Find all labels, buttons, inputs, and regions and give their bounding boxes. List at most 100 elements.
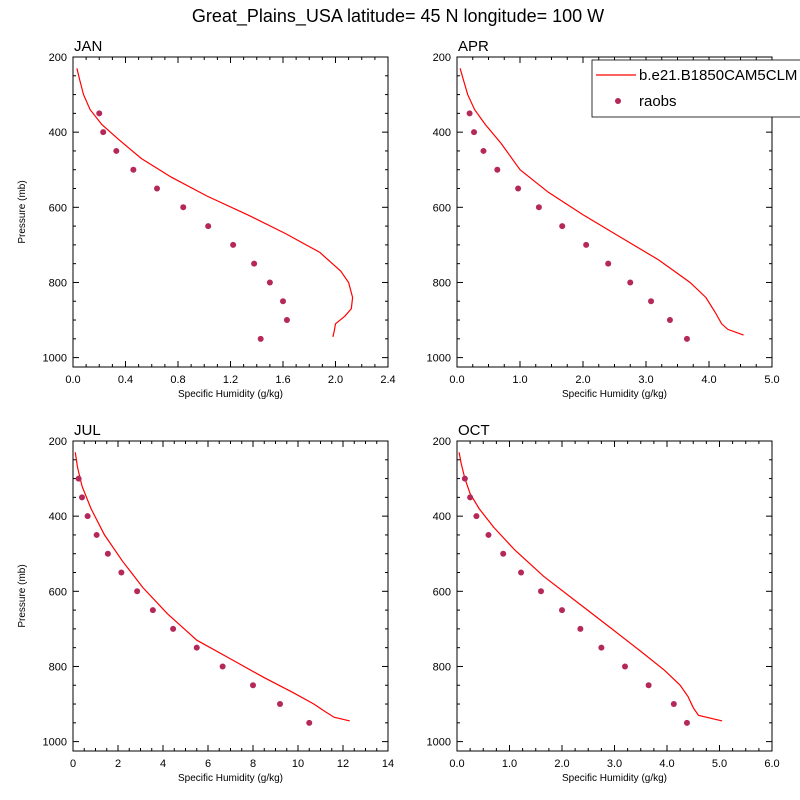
plot-frame (72, 440, 389, 752)
y-axis-title: Pressure (mb) (17, 180, 28, 243)
obs-point (485, 531, 492, 538)
panel-jan: JAN 0.0 0.4 0.8 1.2 1.6 2.0 2.4 200 400 600 800 1000… (17, 38, 396, 400)
x-tick-label: 4 (160, 758, 166, 770)
obs-point (535, 204, 542, 211)
y-tick-label: 1000 (427, 737, 451, 749)
obs-point (257, 335, 264, 342)
x-tick-label: 12 (337, 758, 349, 770)
y-tick-label: 400 (433, 127, 451, 139)
obs-point (461, 475, 468, 482)
x-tick-label: 14 (382, 758, 394, 770)
x-tick-label: 0.0 (65, 374, 80, 386)
obs-point (583, 241, 590, 248)
obs-point (96, 110, 103, 117)
figure-title: Great_Plains_USA latitude= 45 N longitud… (192, 6, 604, 27)
obs-point (518, 569, 525, 576)
obs-point (154, 185, 160, 192)
legend-model-label: b.e21.B1850CAM5CLM (639, 67, 797, 84)
x-tick-label: 0.0 (449, 758, 464, 770)
obs-point (79, 494, 85, 501)
obs-point (75, 475, 82, 482)
obs-point (100, 129, 107, 136)
obs-point (250, 682, 256, 689)
legend-box (591, 59, 800, 118)
x-tick-label: 3.0 (638, 374, 653, 386)
x-tick-label: 0 (70, 758, 76, 770)
x-tick-label: 3.0 (607, 758, 622, 770)
obs-point (118, 569, 125, 576)
panel-title: JAN (74, 38, 102, 55)
obs-point (149, 607, 156, 614)
x-tick-label: 0.0 (449, 374, 464, 386)
panel-apr: APR 0.0 1.0 2.0 3.0 4.0 5.0 200 400 600 800 1000 Spe… (427, 38, 780, 400)
obs-point (467, 494, 474, 501)
x-tick-label: 2.4 (380, 374, 395, 386)
obs-point (648, 298, 655, 305)
y-tick-label: 800 (433, 277, 451, 289)
y-tick-label: 400 (49, 511, 67, 523)
obs-point (683, 719, 690, 726)
x-axis-title: Specific Humidity (g/kg) (562, 389, 667, 400)
legend: b.e21.B1850CAM5CLM raobs (591, 59, 800, 118)
legend-obs-label: raobs (639, 93, 677, 110)
y-tick-label: 600 (433, 586, 451, 598)
y-tick-label: 1000 (43, 353, 67, 365)
obs-point (627, 279, 634, 286)
x-axis-title: Specific Humidity (g/kg) (178, 773, 283, 784)
obs-point (683, 335, 690, 342)
obs-point (500, 550, 507, 557)
plot-data (458, 452, 723, 726)
obs-point (104, 550, 111, 557)
obs-point (280, 298, 286, 305)
x-tick-label: 1.2 (223, 374, 238, 386)
panel-title: JUL (74, 422, 101, 439)
y-tick-label: 600 (433, 202, 451, 214)
obs-point (230, 241, 237, 248)
obs-point (170, 625, 177, 632)
obs-point (219, 663, 226, 670)
obs-point (605, 260, 612, 267)
y-tick-label: 200 (433, 436, 451, 448)
obs-point (113, 147, 120, 154)
y-tick-label: 400 (433, 511, 451, 523)
obs-point (266, 279, 273, 286)
x-tick-label: 0.4 (118, 374, 133, 386)
x-tick-label: 1.6 (275, 374, 290, 386)
obs-point (494, 166, 501, 173)
x-tick-label: 8 (250, 758, 256, 770)
obs-point (283, 317, 290, 324)
y-tick-label: 400 (49, 127, 67, 139)
panel-oct: OCT 0.0 1.0 2.0 3.0 4.0 5.0 6.0 200 400 600 800 1000… (427, 422, 780, 784)
y-tick-label: 1000 (43, 737, 67, 749)
model-line (76, 68, 354, 338)
x-tick-label: 4.0 (701, 374, 716, 386)
obs-point (645, 682, 652, 689)
obs-point (559, 607, 565, 614)
panel-jul: JUL 0 2 4 6 8 10 12 14 200 400 600 800 1000 Specific H… (17, 422, 394, 784)
obs-point (205, 223, 212, 230)
obs-point (577, 625, 584, 632)
obs-point (251, 260, 258, 267)
obs-point (277, 701, 283, 708)
x-tick-label: 4.0 (659, 758, 674, 770)
plot-frame (72, 56, 389, 368)
model-line (458, 452, 723, 722)
obs-point (130, 166, 137, 173)
obs-point (306, 719, 313, 726)
x-tick-label: 1.0 (512, 374, 527, 386)
y-tick-label: 200 (49, 436, 67, 448)
x-tick-label: 1.0 (502, 758, 517, 770)
plot-data (74, 452, 350, 726)
obs-point (538, 588, 544, 595)
panel-title: APR (458, 38, 489, 55)
x-tick-label: 6 (205, 758, 211, 770)
obs-point (466, 110, 473, 117)
plot-frame (456, 440, 773, 752)
obs-point (622, 663, 628, 670)
obs-point (666, 317, 673, 324)
legend-marker-swatch (615, 98, 621, 104)
x-tick-label: 0.8 (170, 374, 185, 386)
obs-point (180, 204, 187, 211)
y-axis-title: Pressure (mb) (17, 564, 28, 627)
